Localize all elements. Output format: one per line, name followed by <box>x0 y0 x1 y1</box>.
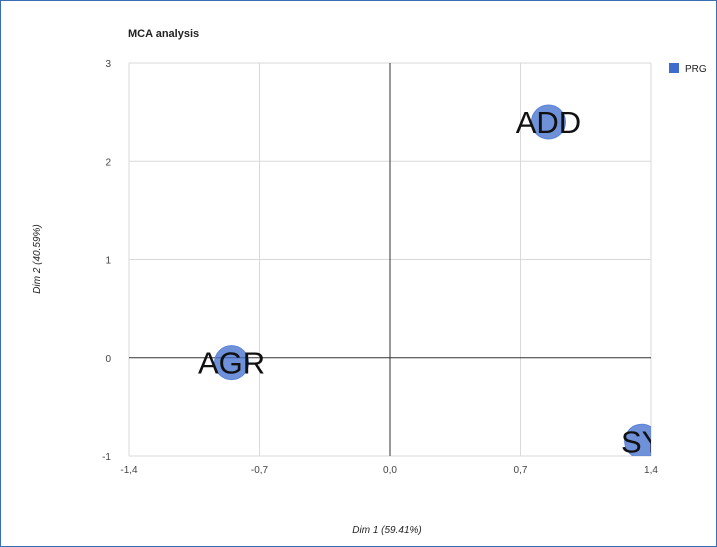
x-tick-label: -1,4 <box>120 465 138 476</box>
y-axis-title: Dim 2 (40.59%) <box>32 224 43 293</box>
y-tick-label: -1 <box>102 452 111 463</box>
point-label-agr: AGR <box>198 346 265 381</box>
legend-label-prg: PRG <box>685 64 707 75</box>
y-tick-label: 1 <box>105 256 111 267</box>
x-axis-title: Dim 1 (59.41%) <box>352 525 421 536</box>
x-tick-label: 0,7 <box>514 465 528 476</box>
data-point-add <box>530 104 566 140</box>
chart-title: MCA analysis <box>128 28 199 40</box>
data-point-agr <box>214 345 250 381</box>
point-labels: ADD AGR SY <box>198 105 662 459</box>
point-label-add: ADD <box>516 105 581 140</box>
x-tick-label: -0,7 <box>251 465 269 476</box>
legend: PRG <box>669 63 707 75</box>
point-label-sy: SY <box>621 424 662 459</box>
legend-swatch <box>669 63 679 73</box>
data-points <box>214 104 651 456</box>
tick-labels: -1,4 -0,7 0,0 0,7 1,4 3 2 1 0 -1 <box>102 59 658 476</box>
y-tick-label: 0 <box>105 354 111 365</box>
x-tick-label: 1,4 <box>644 465 658 476</box>
x-tick-label: 0,0 <box>383 465 397 476</box>
y-tick-label: 3 <box>105 59 111 70</box>
data-point-sy <box>624 423 651 456</box>
y-tick-label: 2 <box>105 157 111 168</box>
